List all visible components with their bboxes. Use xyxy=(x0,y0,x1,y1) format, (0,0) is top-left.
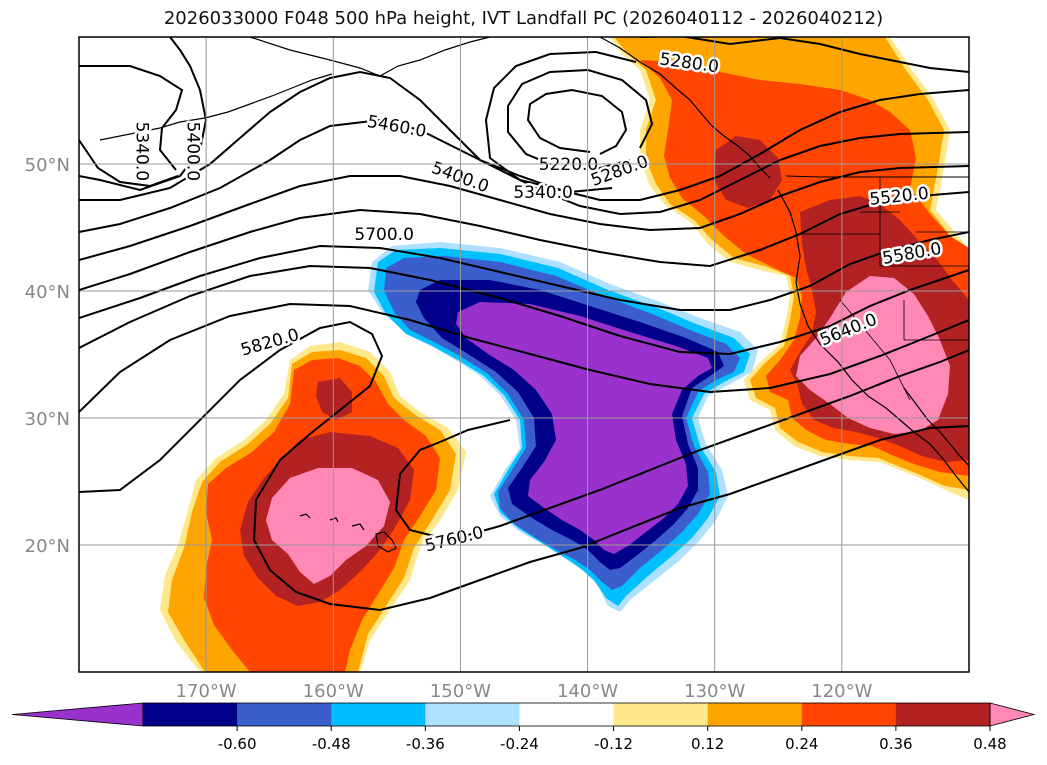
ivt-positive-sw-region xyxy=(160,342,466,672)
contour-5340-low xyxy=(484,50,637,194)
colorbar-outline xyxy=(142,702,991,727)
contour-label-halo: 5220.0 xyxy=(539,155,598,175)
lon-tick-label: 150°W xyxy=(430,681,491,702)
lat-tick-label: 20°N xyxy=(25,536,70,557)
colorbar-segment xyxy=(425,703,520,726)
bc-coast xyxy=(599,37,771,179)
aleutian-islands xyxy=(99,73,333,141)
state-borders xyxy=(800,177,969,401)
colorbar-tick-label: 0.36 xyxy=(879,735,912,753)
contour-label: 5220.0 xyxy=(539,155,598,175)
lon-tick-label: 130°W xyxy=(684,681,745,702)
contour-5760-loop xyxy=(439,419,511,443)
contour-label: 5400.0 xyxy=(182,122,202,181)
colorbar-tick-label: -0.48 xyxy=(312,735,351,753)
colorbar-tick-label: -0.60 xyxy=(218,735,257,753)
lat-tick-label: 50°N xyxy=(25,155,70,176)
contour-5400-west xyxy=(79,37,208,192)
contour-5460 xyxy=(79,118,969,233)
ivt-fill-pos-060-ne xyxy=(796,276,950,434)
contour-5280-low xyxy=(507,68,654,169)
colorbar-tick-label: 0.24 xyxy=(785,735,818,753)
colorbar-segment xyxy=(519,703,615,726)
chart-title: 2026033000 F048 500 hPa height, IVT Land… xyxy=(163,8,884,29)
colorbar-tick-label: -0.24 xyxy=(500,735,539,753)
contour-5520 xyxy=(79,165,969,261)
colorbar-segment xyxy=(237,703,332,726)
colorbar-segment xyxy=(895,703,991,726)
contour-label: 5340.0 xyxy=(513,183,572,203)
ivt-fill-pos-060-sw xyxy=(266,468,390,584)
lon-tick-label: 160°W xyxy=(303,681,364,702)
ivt-fill-neg-060 xyxy=(456,302,712,554)
alaska-coast xyxy=(249,37,491,77)
colorbar-extend-min xyxy=(11,702,144,727)
contour-5700 xyxy=(79,264,969,356)
contour-label-halo: 5340.0 xyxy=(513,183,572,203)
contour-label-halo: 5340.0 xyxy=(132,122,152,181)
contour-5820 xyxy=(79,320,969,612)
contour-5280-north xyxy=(640,37,969,73)
contour-label-halo: 5400.0 xyxy=(182,122,202,181)
contour-label: 5340.0 xyxy=(132,122,152,181)
baja-coast xyxy=(903,387,969,467)
contour-label-halo: 5700.0 xyxy=(354,225,413,245)
contour-5640 xyxy=(79,231,969,319)
contour-5760-a xyxy=(79,302,969,413)
colorbar-segment xyxy=(613,703,709,726)
height-contours xyxy=(79,37,969,612)
colorbar-segment xyxy=(801,703,897,726)
lat-tick-label: 40°N xyxy=(25,282,70,303)
lon-tick-label: 140°W xyxy=(557,681,618,702)
colorbar-segment xyxy=(143,703,238,726)
contour-5580 xyxy=(79,191,969,291)
colorbar: -0.60 -0.48 -0.36 -0.24 -0.12 0.12 0.24 0.36 0.4… xyxy=(11,702,1036,753)
contour-5760-b xyxy=(394,349,969,542)
coastlines xyxy=(99,37,969,553)
axis-labels: 170°W 160°W 150°W 140°W 130°W 120°W 50°N 40°N 30… xyxy=(25,155,873,702)
contour-label: 5700.0 xyxy=(354,225,413,245)
colorbar-segment xyxy=(331,703,426,726)
lat-tick-label: 30°N xyxy=(25,409,70,430)
hawaii-islands xyxy=(299,513,397,553)
map-frame xyxy=(78,36,970,673)
lon-tick-label: 170°W xyxy=(176,681,237,702)
contour-5340-west xyxy=(79,65,184,171)
colorbar-tick-label: -0.12 xyxy=(594,735,633,753)
colorbar-extend-max xyxy=(989,702,1036,727)
colorbar-segment xyxy=(707,703,803,726)
border-us-canada xyxy=(785,175,969,178)
us-west-coast xyxy=(777,189,969,493)
colorbar-tick-label: -0.36 xyxy=(406,735,445,753)
contour-5220 xyxy=(526,88,628,155)
lon-tick-label: 120°W xyxy=(811,681,872,702)
colorbar-tick-label: 0.12 xyxy=(691,735,724,753)
colorbar-tick-label: 0.48 xyxy=(973,735,1006,753)
gridlines xyxy=(79,37,969,672)
